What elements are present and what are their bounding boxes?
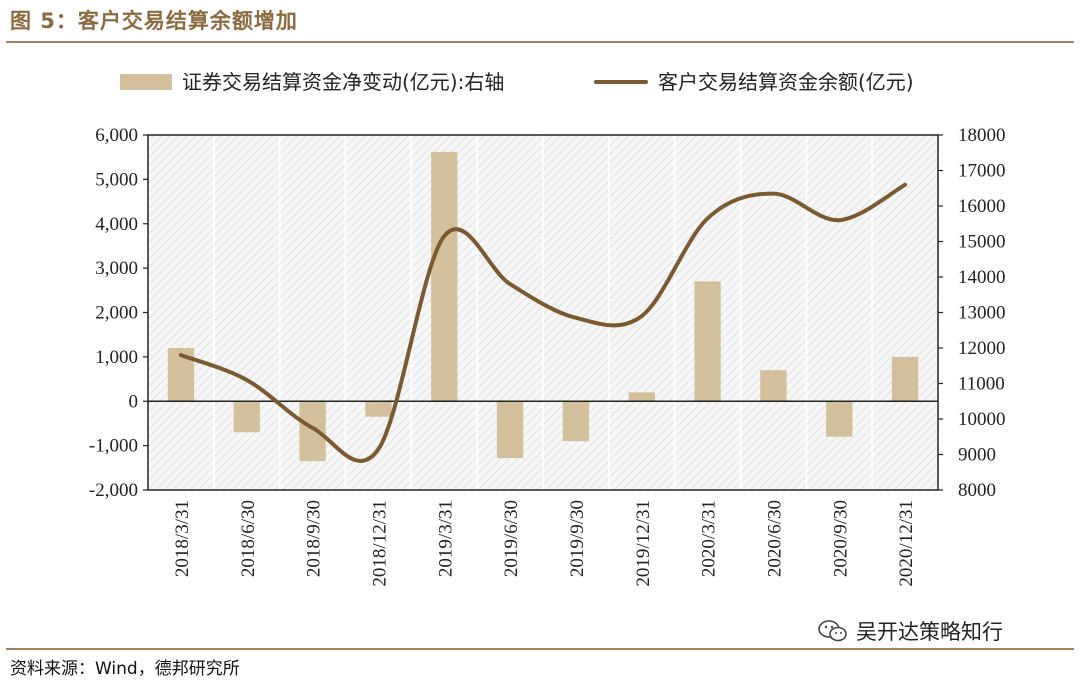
figure-title: 图 5：客户交易结算余额增加 xyxy=(10,9,298,33)
watermark: 吴开达策略知行 xyxy=(818,616,1003,646)
x-tick-label: 2018/9/30 xyxy=(304,500,325,577)
bar-2019/6/30 xyxy=(496,401,524,459)
bar-2019/3/31 xyxy=(431,151,458,402)
left-tick-label: 5,000 xyxy=(95,169,138,190)
right-tick-label: 18000 xyxy=(958,125,1006,146)
right-tick-label: 10000 xyxy=(958,409,1006,430)
watermark-text: 吴开达策略知行 xyxy=(856,620,1003,644)
source-note: 资料来源：Wind，德邦研究所 xyxy=(10,659,240,679)
right-tick-label: 13000 xyxy=(958,303,1006,324)
x-tick-label: 2020/3/31 xyxy=(699,500,720,577)
title-divider xyxy=(6,41,1074,43)
footer-divider xyxy=(6,648,1074,650)
x-tick-label: 2018/12/31 xyxy=(369,500,390,587)
left-tick-label: 4,000 xyxy=(95,214,138,235)
bar-2020/6/30 xyxy=(760,370,787,402)
left-axis: -2,000 -1,000 0 1,000 2,000 3,000 4,000 5,000 6,… xyxy=(89,125,148,501)
left-tick-label: 3,000 xyxy=(95,258,138,279)
left-tick-label: 6,000 xyxy=(95,125,138,146)
left-tick-label: 0 xyxy=(129,391,139,412)
bar-2019/9/30 xyxy=(562,401,590,442)
x-tick-label: 2019/6/30 xyxy=(501,500,522,577)
x-tick-label: 2020/9/30 xyxy=(830,500,851,577)
x-tick-label: 2019/9/30 xyxy=(567,500,588,577)
wechat-icon xyxy=(818,620,847,642)
right-tick-label: 12000 xyxy=(958,338,1006,359)
x-axis: 2018/3/31 2018/6/30 2018/9/30 2018/12/31 201… xyxy=(172,500,917,587)
right-axis: 8000 9000 10000 11000 12000 13000 14000 15000 16… xyxy=(938,125,1006,501)
left-tick-label: 1,000 xyxy=(95,347,138,368)
x-tick-label: 2020/12/31 xyxy=(896,500,917,587)
chart: 证券交易结算资金净变动(亿元):右轴 客户交易结算资金余额(亿元) -2,000-… xyxy=(89,70,1006,587)
right-tick-label: 11000 xyxy=(958,374,1005,395)
left-tick-label: -1,000 xyxy=(89,436,138,457)
bar-2019/12/31 xyxy=(628,392,655,402)
right-tick-label: 9000 xyxy=(958,445,996,466)
right-tick-label: 15000 xyxy=(958,232,1006,253)
legend: 证券交易结算资金净变动(亿元):右轴 客户交易结算资金余额(亿元) xyxy=(120,70,914,94)
x-tick-label: 2018/3/31 xyxy=(172,500,193,577)
right-tick-label: 14000 xyxy=(958,267,1006,288)
bar-2020/12/31 xyxy=(891,356,919,402)
category-separators xyxy=(212,135,874,490)
legend-bar-swatch xyxy=(120,74,172,90)
left-tick-label: 2,000 xyxy=(95,303,138,324)
x-tick-label: 2020/6/30 xyxy=(764,500,785,577)
bar-2020/3/31 xyxy=(694,281,721,402)
legend-bar-label: 证券交易结算资金净变动(亿元):右轴 xyxy=(182,70,504,94)
x-tick-label: 2019/12/31 xyxy=(633,500,654,587)
bar-series xyxy=(167,151,919,462)
bar-2018/9/30 xyxy=(299,401,326,462)
line-series xyxy=(178,182,908,463)
bar-2018/12/31 xyxy=(365,401,392,417)
plot-frame xyxy=(147,134,939,491)
right-tick-label: 17000 xyxy=(958,161,1006,182)
right-tick-label: 16000 xyxy=(958,196,1006,217)
x-tick-label: 2019/3/31 xyxy=(435,500,456,577)
left-tick-label: -2,000 xyxy=(89,480,138,501)
right-tick-label: 8000 xyxy=(958,480,996,501)
x-tick-label: 2018/6/30 xyxy=(238,500,259,577)
legend-line-label: 客户交易结算资金余额(亿元) xyxy=(658,70,914,94)
bar-2020/9/30 xyxy=(826,401,853,437)
bar-2018/6/30 xyxy=(233,401,260,433)
